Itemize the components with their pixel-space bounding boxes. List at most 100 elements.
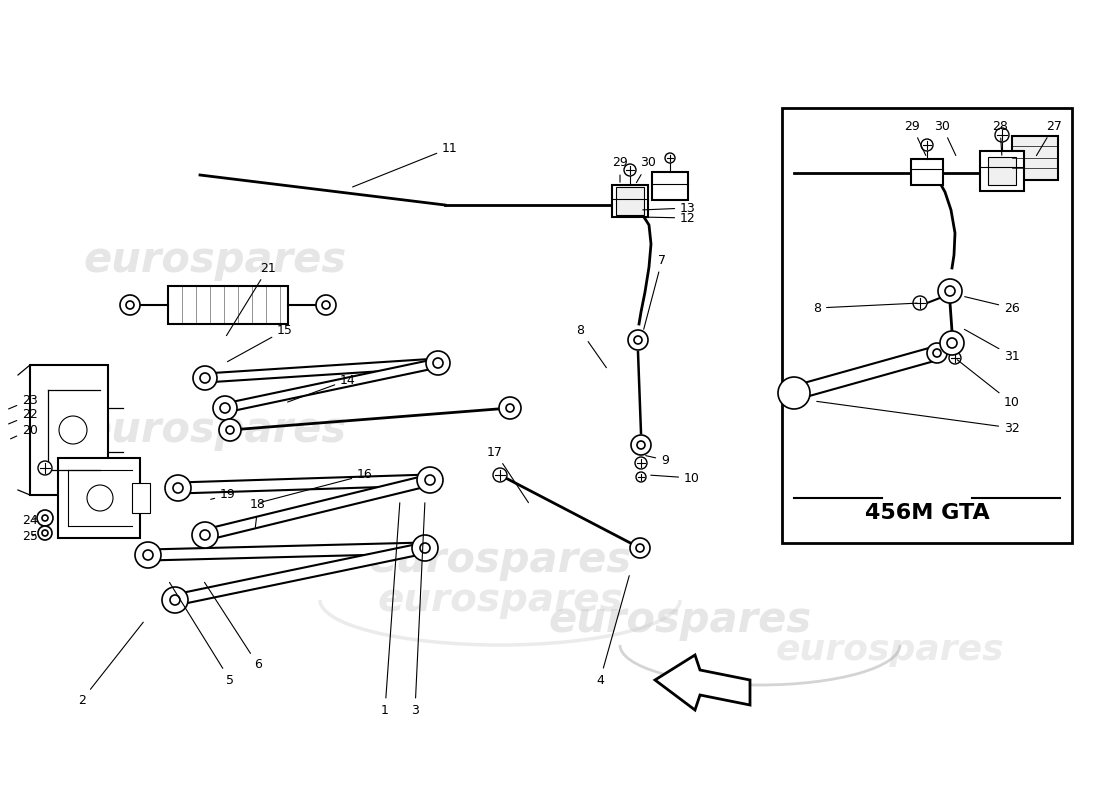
Bar xyxy=(168,286,288,324)
Circle shape xyxy=(949,352,961,364)
Polygon shape xyxy=(205,358,438,382)
Text: 13: 13 xyxy=(642,202,696,214)
Circle shape xyxy=(631,435,651,455)
Bar xyxy=(612,185,648,217)
Circle shape xyxy=(417,467,443,493)
Text: 23: 23 xyxy=(9,394,37,409)
Text: eurospares: eurospares xyxy=(84,239,346,281)
Circle shape xyxy=(87,485,113,511)
Text: 456M GTA: 456M GTA xyxy=(865,503,989,523)
Circle shape xyxy=(200,373,210,383)
Circle shape xyxy=(135,542,161,568)
Circle shape xyxy=(636,544,644,552)
Text: 22: 22 xyxy=(9,409,37,424)
Bar xyxy=(980,151,1024,191)
Text: 28: 28 xyxy=(992,119,1008,155)
Text: 2: 2 xyxy=(78,622,143,706)
Circle shape xyxy=(213,396,236,420)
Text: 18: 18 xyxy=(250,498,266,527)
Text: 10: 10 xyxy=(957,360,1020,410)
Text: 32: 32 xyxy=(817,402,1020,434)
Circle shape xyxy=(426,351,450,375)
Circle shape xyxy=(192,366,217,390)
Circle shape xyxy=(173,483,183,493)
Circle shape xyxy=(624,164,636,176)
Polygon shape xyxy=(792,346,939,400)
Circle shape xyxy=(425,475,435,485)
Circle shape xyxy=(636,472,646,482)
Circle shape xyxy=(165,475,191,501)
Circle shape xyxy=(630,538,650,558)
Polygon shape xyxy=(174,542,426,606)
Bar xyxy=(30,365,108,495)
Circle shape xyxy=(499,397,521,419)
Text: 21: 21 xyxy=(227,262,276,336)
Text: 7: 7 xyxy=(644,254,666,330)
Text: 3: 3 xyxy=(411,502,425,717)
Text: 17: 17 xyxy=(487,446,528,502)
Text: 4: 4 xyxy=(596,576,629,686)
Text: 26: 26 xyxy=(965,297,1020,314)
Bar xyxy=(132,483,150,513)
Circle shape xyxy=(120,295,140,315)
Text: 1: 1 xyxy=(381,502,399,717)
Circle shape xyxy=(947,338,957,348)
Text: 24: 24 xyxy=(22,514,37,526)
Circle shape xyxy=(322,301,330,309)
Text: eurospares: eurospares xyxy=(776,633,1004,667)
Bar xyxy=(782,108,1072,543)
Bar xyxy=(1012,136,1058,180)
Text: 31: 31 xyxy=(965,330,1020,362)
Text: 14: 14 xyxy=(287,374,356,402)
Text: eurospares: eurospares xyxy=(377,581,623,619)
Circle shape xyxy=(433,358,443,368)
Polygon shape xyxy=(147,542,425,561)
Circle shape xyxy=(162,587,188,613)
Circle shape xyxy=(412,535,438,561)
Circle shape xyxy=(940,331,964,355)
Circle shape xyxy=(493,468,507,482)
Bar xyxy=(58,458,140,538)
Text: 8: 8 xyxy=(576,323,606,368)
Text: eurospares: eurospares xyxy=(549,599,812,641)
Circle shape xyxy=(219,419,241,441)
Circle shape xyxy=(42,530,48,536)
Circle shape xyxy=(637,441,645,449)
Polygon shape xyxy=(224,358,439,413)
Circle shape xyxy=(59,416,87,444)
Text: 9: 9 xyxy=(646,454,669,466)
Text: 11: 11 xyxy=(353,142,458,187)
Circle shape xyxy=(37,510,53,526)
Text: 12: 12 xyxy=(642,211,696,225)
Circle shape xyxy=(220,403,230,413)
Circle shape xyxy=(927,343,947,363)
Circle shape xyxy=(933,349,940,357)
Circle shape xyxy=(200,530,210,540)
Circle shape xyxy=(192,522,218,548)
Text: 19: 19 xyxy=(211,489,235,502)
Circle shape xyxy=(938,279,962,303)
Circle shape xyxy=(628,330,648,350)
Circle shape xyxy=(666,153,675,163)
Bar xyxy=(616,187,644,215)
Circle shape xyxy=(506,404,514,412)
Circle shape xyxy=(921,139,933,151)
Text: 6: 6 xyxy=(205,582,262,671)
Circle shape xyxy=(42,515,48,521)
Text: 16: 16 xyxy=(261,469,373,502)
Text: 15: 15 xyxy=(228,323,293,362)
Bar xyxy=(652,172,688,200)
Circle shape xyxy=(913,296,927,310)
Text: 29: 29 xyxy=(612,157,628,182)
Text: eurospares: eurospares xyxy=(368,539,631,581)
Polygon shape xyxy=(178,474,430,494)
Text: 30: 30 xyxy=(637,157,656,182)
Text: 29: 29 xyxy=(904,119,926,155)
Circle shape xyxy=(39,461,52,475)
Circle shape xyxy=(635,457,647,469)
Text: 27: 27 xyxy=(1036,119,1062,156)
Circle shape xyxy=(226,426,234,434)
Circle shape xyxy=(170,595,180,605)
Circle shape xyxy=(778,377,810,409)
Text: 8: 8 xyxy=(813,302,917,314)
